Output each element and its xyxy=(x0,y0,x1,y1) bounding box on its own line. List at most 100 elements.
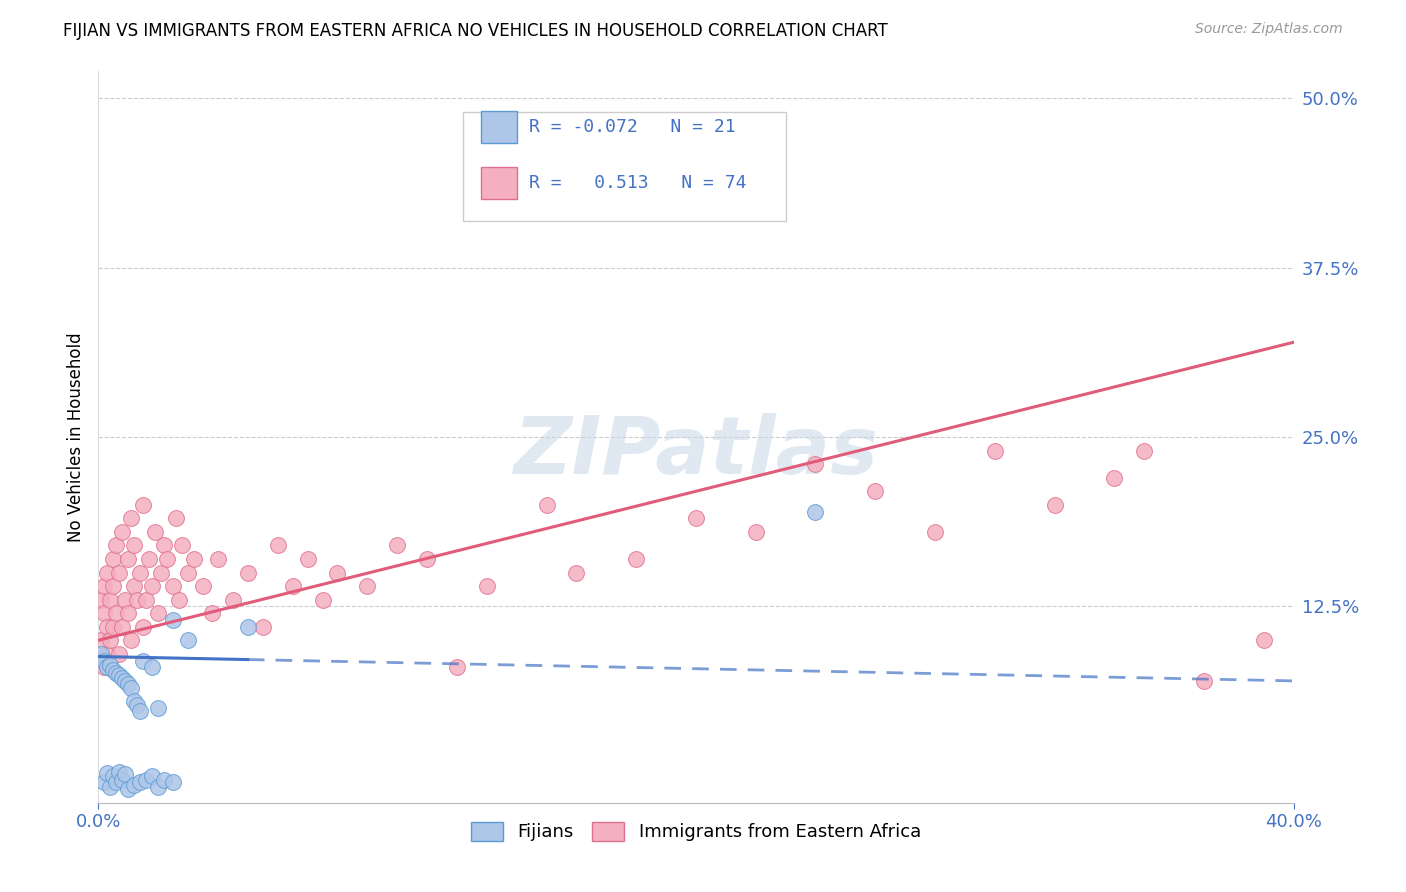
Point xyxy=(132,498,155,512)
Point xyxy=(222,592,245,607)
Point xyxy=(93,775,115,789)
Point xyxy=(236,620,259,634)
Point xyxy=(96,566,118,580)
Point xyxy=(98,780,122,794)
FancyBboxPatch shape xyxy=(481,111,517,143)
Y-axis label: No Vehicles in Household: No Vehicles in Household xyxy=(66,332,84,542)
Point xyxy=(1133,443,1156,458)
Point xyxy=(103,769,125,783)
Point xyxy=(150,566,173,580)
Point xyxy=(96,660,118,674)
Point xyxy=(120,681,142,695)
Point xyxy=(93,654,115,668)
Point xyxy=(804,457,827,471)
Point xyxy=(1253,633,1275,648)
Point xyxy=(201,606,224,620)
Point xyxy=(129,775,152,789)
Text: R = -0.072   N = 21: R = -0.072 N = 21 xyxy=(529,118,735,136)
Point xyxy=(98,657,122,672)
Point xyxy=(105,538,128,552)
Point xyxy=(90,592,112,607)
Point xyxy=(117,606,139,620)
Text: R =   0.513   N = 74: R = 0.513 N = 74 xyxy=(529,174,747,193)
Point xyxy=(117,676,139,690)
Point xyxy=(446,660,468,674)
Point xyxy=(114,673,136,688)
Point xyxy=(103,579,125,593)
Point xyxy=(108,764,131,779)
Point xyxy=(103,552,125,566)
Point xyxy=(105,665,128,680)
Point xyxy=(93,579,115,593)
Point xyxy=(111,524,134,539)
Point xyxy=(297,552,319,566)
Point xyxy=(96,766,118,780)
Point xyxy=(124,538,146,552)
Point xyxy=(281,579,304,593)
Point xyxy=(924,524,946,539)
Point xyxy=(143,524,166,539)
Point xyxy=(156,552,179,566)
Point xyxy=(191,579,214,593)
FancyBboxPatch shape xyxy=(463,112,786,221)
Point xyxy=(111,772,134,787)
Point xyxy=(135,592,157,607)
Point xyxy=(1192,673,1215,688)
Point xyxy=(127,698,149,713)
Point xyxy=(108,668,131,682)
Point xyxy=(93,660,115,674)
Point xyxy=(141,579,163,593)
Point xyxy=(153,772,176,787)
Point xyxy=(132,620,155,634)
Point xyxy=(356,579,378,593)
Point xyxy=(127,592,149,607)
Point xyxy=(103,663,125,677)
Point xyxy=(162,579,184,593)
Point xyxy=(120,511,142,525)
Point xyxy=(162,613,184,627)
Point xyxy=(96,620,118,634)
Point xyxy=(1104,471,1126,485)
Point xyxy=(311,592,333,607)
Legend: Fijians, Immigrants from Eastern Africa: Fijians, Immigrants from Eastern Africa xyxy=(464,814,928,848)
Text: Source: ZipAtlas.com: Source: ZipAtlas.com xyxy=(1195,22,1343,37)
Point xyxy=(326,566,349,580)
Point xyxy=(865,484,887,499)
Point xyxy=(96,647,118,661)
Point xyxy=(148,780,170,794)
Point xyxy=(124,778,146,792)
Point xyxy=(93,606,115,620)
Point xyxy=(167,592,190,607)
Point xyxy=(148,606,170,620)
Point xyxy=(117,782,139,797)
FancyBboxPatch shape xyxy=(481,167,517,199)
Point xyxy=(804,505,827,519)
Point xyxy=(162,775,184,789)
Point xyxy=(114,767,136,781)
Point xyxy=(114,592,136,607)
Point xyxy=(132,654,155,668)
Point xyxy=(129,704,152,718)
Point xyxy=(108,566,131,580)
Point xyxy=(177,633,200,648)
Point xyxy=(236,566,259,580)
Point xyxy=(165,511,187,525)
Point xyxy=(153,538,176,552)
Point xyxy=(108,647,131,661)
Text: ZIPatlas: ZIPatlas xyxy=(513,413,879,491)
Point xyxy=(120,633,142,648)
Point xyxy=(1043,498,1066,512)
Point xyxy=(745,524,768,539)
Point xyxy=(105,775,128,789)
Point xyxy=(124,694,146,708)
Point xyxy=(105,606,128,620)
Point xyxy=(536,498,558,512)
Point xyxy=(141,660,163,674)
Point xyxy=(172,538,194,552)
Point xyxy=(117,552,139,566)
Point xyxy=(98,592,122,607)
Point xyxy=(138,552,160,566)
Point xyxy=(177,566,200,580)
Point xyxy=(111,671,134,685)
Point xyxy=(385,538,409,552)
